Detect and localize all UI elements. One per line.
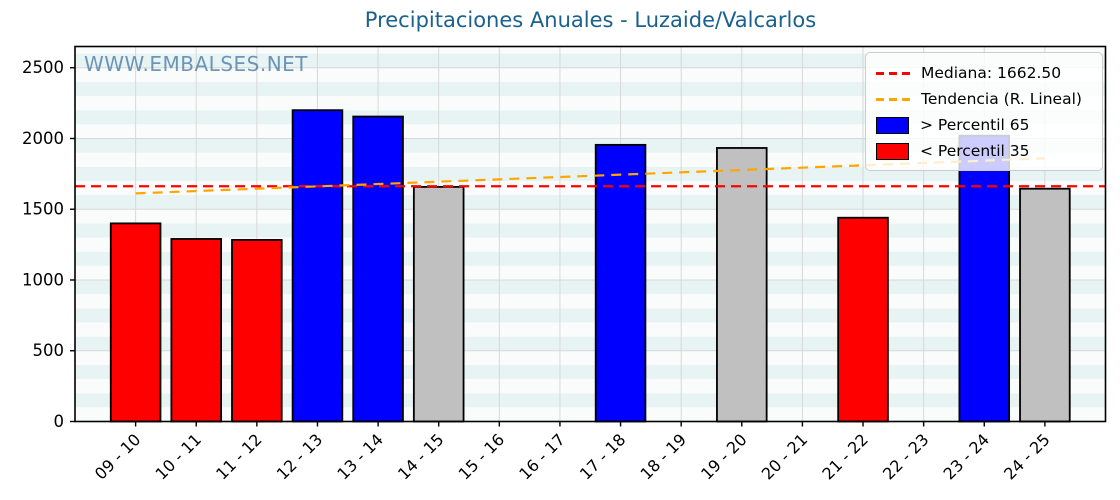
legend-p35-label: < Percentil 35 — [920, 142, 1030, 160]
plot-bg-stripe — [75, 46, 1106, 54]
plot-bg-stripe — [75, 308, 1106, 323]
y-tick-label-2500: 2500 — [22, 58, 64, 77]
plot-bg-stripe — [75, 180, 1106, 196]
bar-17-18 — [594, 143, 647, 423]
x-tick-label-23-24: 23 - 24 — [940, 430, 994, 484]
x-tick-label-10-11: 10 - 11 — [152, 430, 206, 484]
x-tick-label-21-22: 21 - 22 — [818, 430, 872, 484]
x-tick-label-19-20: 19 - 20 — [697, 430, 751, 484]
legend-median-label: Mediana: 1662.50 — [921, 64, 1062, 82]
plot-bg-stripe — [75, 279, 1106, 295]
plot-bg-stripe — [75, 350, 1106, 365]
plot-bg-stripe — [75, 407, 1106, 422]
plot-bg-stripe — [75, 96, 1106, 111]
plot-bg-stripe — [75, 294, 1106, 309]
median-line-swatch-icon — [876, 71, 910, 75]
bar-09-10 — [109, 222, 162, 423]
x-tick-label-22-23: 22 - 23 — [879, 430, 933, 484]
bar-24-25 — [1019, 187, 1071, 423]
plot-bg-stripe — [75, 67, 1106, 82]
x-tick-label-15-16: 15 - 16 — [455, 430, 509, 484]
watermark: WWW.EMBALSES.NET — [84, 52, 309, 76]
legend-item-trend: Tendencia (R. Lineal) — [876, 86, 1092, 112]
legend: Mediana: 1662.50 Tendencia (R. Lineal) >… — [865, 52, 1103, 171]
plot-bg-stripe — [75, 265, 1106, 280]
axes-frame — [74, 45, 1107, 423]
x-tick-label-17-18: 17 - 18 — [576, 430, 630, 484]
plot-bg-stripe — [75, 393, 1106, 408]
legend-p65-label: > Percentil 65 — [920, 116, 1030, 134]
x-tick-label-24-25: 24 - 25 — [1000, 430, 1054, 484]
x-tick-label-13-14: 13 - 14 — [333, 430, 387, 484]
y-tick-label-0: 0 — [54, 412, 65, 431]
x-tick-label-20-21: 20 - 21 — [758, 430, 812, 484]
plot-bg-stripe — [75, 237, 1106, 252]
plot-bg-stripe — [75, 195, 1106, 210]
plot-bg-stripe — [75, 322, 1106, 337]
y-tick-label-2000: 2000 — [22, 129, 64, 148]
x-tick-label-12-13: 12 - 13 — [273, 430, 327, 484]
trend-line-swatch-icon — [876, 97, 910, 101]
y-tick-label-500: 500 — [33, 341, 65, 360]
x-tick-label-09-10: 09 - 10 — [91, 430, 145, 484]
y-tick-label-1000: 1000 — [22, 270, 64, 289]
plot-bg-stripe — [75, 251, 1106, 266]
plot-bg-stripe — [75, 53, 1106, 68]
plot-bg-stripe — [75, 336, 1106, 351]
legend-item-median: Mediana: 1662.50 — [876, 60, 1092, 86]
x-tick-label-18-19: 18 - 19 — [636, 430, 690, 484]
plot-bg-stripe — [75, 223, 1106, 238]
bar-13-14 — [352, 115, 404, 423]
plot-bg-stripe — [75, 81, 1106, 97]
bar-19-20 — [716, 147, 768, 423]
bar-12-13 — [291, 109, 344, 423]
plot-bg-stripe — [75, 379, 1106, 394]
x-tick-label-11-12: 11 - 12 — [212, 430, 266, 484]
legend-item-p35: < Percentil 35 — [876, 138, 1092, 164]
bar-23-24 — [958, 134, 1011, 423]
y-tick-label-1500: 1500 — [22, 200, 64, 219]
plot-bg-stripe — [75, 209, 1106, 224]
bar-14-15 — [412, 185, 465, 423]
x-tick-label-14-15: 14 - 15 — [394, 430, 448, 484]
bar-21-22 — [837, 216, 889, 423]
bar-11-12 — [231, 239, 283, 423]
chart-title: Precipitaciones Anuales - Luzaide/Valcar… — [364, 8, 817, 32]
legend-item-p65: > Percentil 65 — [876, 112, 1092, 138]
bar-10-11 — [170, 238, 222, 423]
x-tick-label-16-17: 16 - 17 — [515, 430, 569, 484]
plot-bg-stripe — [75, 364, 1106, 380]
percentile65-swatch-icon — [876, 116, 909, 134]
percentile35-swatch-icon — [876, 142, 909, 160]
legend-trend-label: Tendencia (R. Lineal) — [921, 90, 1082, 108]
